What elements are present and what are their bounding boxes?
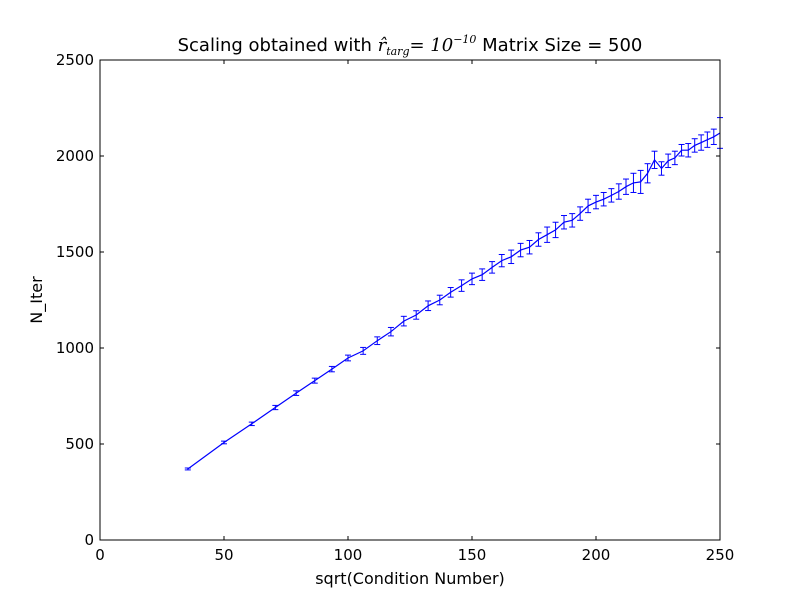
error-bar (400, 315, 407, 327)
error-bar (328, 365, 335, 373)
error-bar (425, 300, 432, 312)
error-bar (498, 253, 505, 268)
error-bar (637, 169, 644, 194)
x-tick-label: 150 (458, 546, 487, 564)
error-bar (221, 440, 227, 445)
y-tick-label: 500 (65, 435, 94, 453)
error-bar (345, 354, 351, 362)
title-suffix: Matrix Size = 500 (476, 35, 642, 56)
error-bar (600, 191, 607, 207)
error-bar (630, 172, 637, 193)
error-bar (593, 194, 599, 210)
x-axis-label: sqrt(Condition Number) (315, 569, 505, 588)
error-bar (535, 232, 542, 247)
error-bar (704, 131, 711, 148)
error-bar (458, 279, 465, 292)
title-math-subscript: targ (386, 45, 409, 58)
error-bar (685, 143, 692, 158)
y-tick-label: 2000 (56, 147, 94, 165)
error-bar (651, 150, 658, 169)
error-bar (710, 128, 717, 145)
error-bar (608, 188, 615, 203)
error-bar (447, 287, 454, 298)
x-tick-label: 50 (214, 546, 233, 564)
error-bar (665, 153, 672, 169)
error-bar (272, 404, 279, 411)
error-bar (577, 206, 584, 221)
error-bar (387, 326, 394, 337)
x-tick-label: 0 (95, 546, 105, 564)
error-bar (544, 226, 551, 243)
title-math-exponent: −10 (453, 33, 476, 46)
error-bar (658, 161, 665, 176)
title-prefix: Scaling obtained with (178, 35, 378, 56)
error-bar (623, 178, 630, 195)
chart-title: Scaling obtained with r̂targ= 10−10 Matr… (178, 33, 643, 58)
error-bar (489, 261, 496, 274)
error-bar (615, 183, 622, 200)
error-bar (360, 346, 367, 355)
error-bar (374, 336, 381, 346)
y-tick-label: 1500 (56, 243, 94, 261)
x-tick-label: 250 (706, 546, 735, 564)
title-math-symbol: r̂ (378, 35, 388, 56)
y-tick-label: 2500 (56, 51, 94, 69)
y-axis-label: N_Iter (27, 276, 47, 324)
error-bar (517, 242, 524, 258)
error-bar (552, 221, 559, 239)
error-bar (561, 215, 568, 230)
series-line (187, 132, 721, 470)
error-bar (184, 467, 191, 471)
y-tick-label: 0 (84, 531, 94, 549)
error-bar (469, 272, 475, 286)
error-bar (293, 390, 300, 396)
error-bar (585, 198, 592, 214)
plot-frame (99, 59, 721, 541)
error-bar (698, 134, 705, 151)
error-bar (671, 150, 678, 166)
x-tick-label: 100 (334, 546, 363, 564)
error-bar (436, 294, 443, 306)
error-bar (508, 249, 515, 265)
x-tick-label: 200 (582, 546, 611, 564)
error-bar (479, 268, 486, 281)
error-bar (526, 239, 533, 255)
title-math-equals: = 10 (409, 35, 453, 56)
series-layer (184, 117, 723, 471)
error-bar (569, 213, 576, 228)
error-bar (248, 421, 255, 427)
error-bar (644, 163, 651, 184)
error-bar (311, 377, 318, 384)
y-tick-label: 1000 (56, 339, 94, 357)
error-bar (413, 310, 420, 320)
error-bar (678, 143, 685, 157)
error-bar (691, 138, 698, 153)
